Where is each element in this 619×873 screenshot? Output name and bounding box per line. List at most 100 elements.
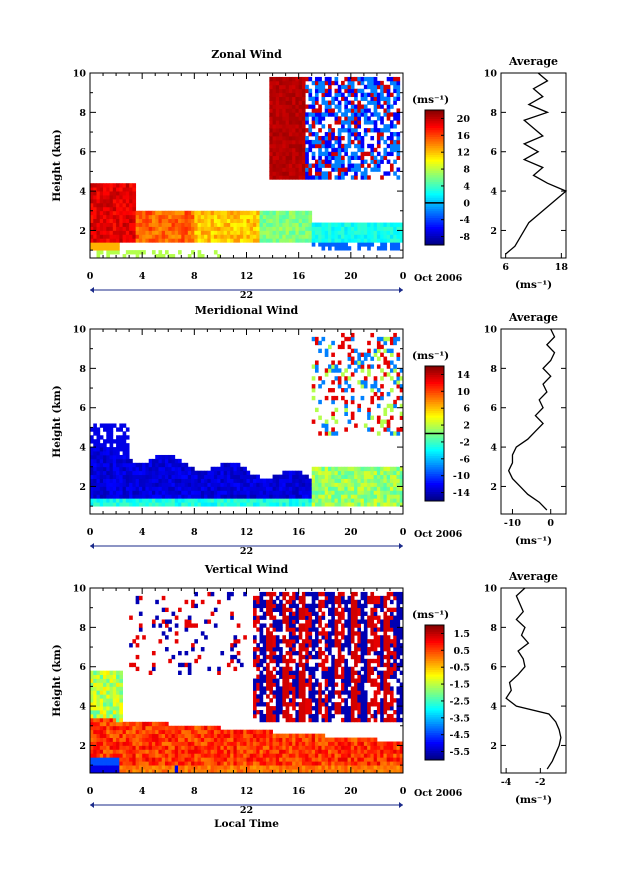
colorbar-segment	[425, 386, 444, 389]
heatmap-cell	[376, 222, 381, 227]
heatmap-cell	[389, 502, 394, 507]
heatmap-cell	[191, 725, 195, 731]
heatmap-cell	[194, 470, 198, 476]
heatmap-cell	[103, 761, 107, 766]
heatmap-cell	[357, 380, 362, 385]
heatmap-cell	[99, 769, 104, 774]
heatmap-cell	[161, 486, 166, 491]
colorbar-segment	[425, 474, 444, 477]
heatmap-cell	[321, 757, 326, 762]
heatmap-cell	[272, 238, 277, 243]
heatmap-cell	[314, 222, 319, 227]
heatmap-cell	[269, 674, 273, 679]
heatmap-cell	[262, 230, 267, 235]
heatmap-cell	[331, 167, 335, 172]
heatmap-cell	[279, 100, 283, 105]
heatmap-cell	[350, 482, 355, 487]
heatmap-cell	[246, 486, 251, 491]
heatmap-cell	[239, 214, 244, 220]
heatmap-cell	[132, 238, 137, 243]
heatmap-cell	[226, 474, 231, 479]
heatmap-cell	[135, 502, 140, 507]
heatmap-cell	[109, 706, 114, 711]
heatmap-cell	[90, 757, 94, 762]
heatmap-cell	[363, 376, 368, 381]
heatmap-cell	[256, 222, 260, 227]
heatmap-cell	[230, 749, 234, 754]
heatmap-cell	[253, 611, 257, 616]
heatmap-cell	[168, 729, 172, 735]
heatmap-cell	[197, 757, 202, 762]
heatmap-cell	[389, 226, 394, 231]
heatmap-cell	[373, 92, 378, 98]
heatmap-cell	[328, 466, 332, 472]
heatmap-cell	[298, 674, 303, 679]
heatmap-cell	[305, 104, 309, 109]
heatmap-cell	[367, 348, 371, 354]
heatmap-cell	[288, 100, 293, 105]
heatmap-cell	[256, 603, 260, 609]
heatmap-cell	[249, 502, 254, 507]
heatmap-cell	[253, 482, 257, 487]
heatmap-cell	[285, 163, 290, 168]
heatmap-cell	[386, 474, 391, 479]
heatmap-cell	[253, 214, 257, 220]
heatmap-cell	[305, 478, 309, 483]
heatmap-cell	[301, 139, 306, 145]
heatmap-cell	[187, 214, 192, 220]
heatmap-cell	[386, 143, 391, 149]
heatmap-cell	[367, 222, 371, 227]
heatmap-cell	[125, 226, 130, 231]
heatmap-cell	[93, 427, 97, 432]
heatmap-cell	[178, 761, 182, 766]
heatmap-cell	[328, 502, 332, 507]
heatmap-cell	[151, 749, 156, 754]
heatmap-cell	[226, 502, 231, 507]
heatmap-cell	[155, 226, 159, 231]
heatmap-cell	[187, 615, 192, 620]
heatmap-cell	[145, 210, 150, 216]
heatmap-cell	[308, 238, 313, 243]
heatmap-cell	[292, 135, 296, 141]
heatmap-cell	[272, 151, 277, 157]
heatmap-cell	[380, 423, 384, 428]
heatmap-cell	[93, 218, 97, 223]
heatmap-cell	[164, 761, 169, 766]
heatmap-cell	[213, 238, 218, 243]
heatmap-cell	[161, 721, 166, 727]
heatmap-cell	[373, 76, 378, 82]
heatmap-cell	[178, 234, 182, 239]
colorbar-segment	[425, 498, 444, 502]
heatmap-cell	[269, 603, 273, 609]
heatmap-cell	[393, 171, 397, 176]
heatmap-cell	[275, 769, 280, 774]
heatmap-cell	[103, 749, 107, 754]
heatmap-cell	[360, 147, 365, 153]
heatmap-cell	[122, 721, 127, 727]
heatmap-cell	[96, 431, 101, 436]
heatmap-cell	[119, 733, 123, 738]
heatmap-cell	[138, 595, 143, 601]
heatmap-cell	[331, 96, 335, 101]
heatmap-cell	[318, 686, 322, 691]
heatmap-cell	[125, 458, 130, 464]
heatmap-cell	[275, 635, 280, 640]
heatmap-cell	[275, 132, 280, 137]
heatmap-cell	[122, 753, 127, 758]
heatmap-cell	[357, 108, 362, 113]
heatmap-cell	[279, 749, 283, 754]
heatmap-cell	[119, 206, 123, 212]
heatmap-cell	[279, 639, 283, 644]
heatmap-cell	[298, 662, 303, 668]
heatmap-cell	[259, 486, 264, 491]
heatmap-cell	[324, 757, 329, 762]
heatmap-cell	[292, 753, 296, 758]
profile-y-tick-label: 10	[484, 325, 498, 336]
heatmap-cell	[109, 191, 114, 196]
heatmap-cell	[168, 218, 172, 223]
heatmap-cell	[272, 478, 277, 483]
heatmap-cell	[341, 388, 345, 393]
heatmap-cell	[383, 96, 388, 101]
heatmap-cell	[285, 662, 290, 668]
heatmap-cell	[246, 745, 251, 750]
